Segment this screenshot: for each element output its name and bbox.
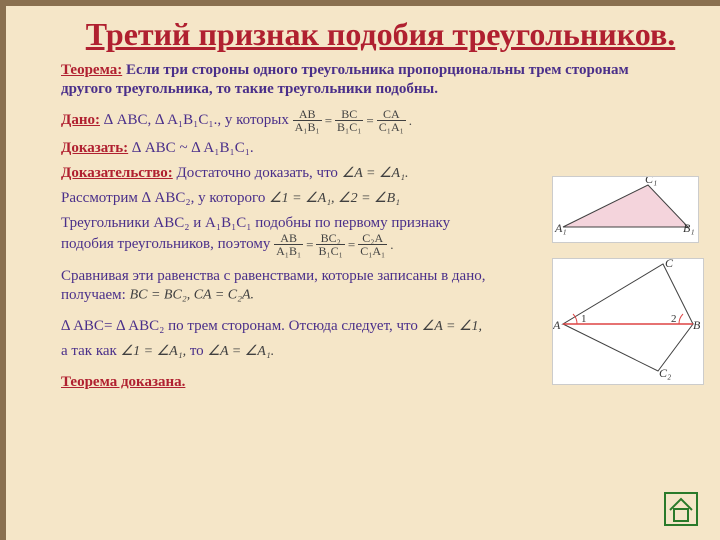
theorem-text: Если три стороны одного треугольника про… bbox=[61, 62, 629, 97]
figures-area: A₁ B₁ C₁ 1 2 A B C C₂ bbox=[552, 176, 702, 400]
proof-row-2: Рассмотрим ∆ ABC₂, у которого ∠1 = ∠A₁, … bbox=[61, 189, 531, 208]
conclude-math-2a: ∠1 = ∠A₁, bbox=[121, 344, 186, 359]
prove-row: Доказать: ∆ ABC ~ ∆ A₁B₁C₁. bbox=[61, 139, 700, 158]
figure-triangle-large: 1 2 A B C C₂ bbox=[552, 258, 704, 385]
conclude-text-1: ∆ ABC= ∆ ABC₂ по трем сторонам. Отсюда с… bbox=[61, 318, 422, 334]
svg-text:2: 2 bbox=[671, 313, 677, 325]
proof-math-1: ∠A = ∠A₁. bbox=[342, 166, 409, 181]
qed-label: Теорема доказана. bbox=[61, 374, 185, 390]
proof-row-3: Треугольники ABC₂ и A₁B₁C₁ подобны по пе… bbox=[61, 214, 531, 258]
home-button[interactable] bbox=[664, 492, 698, 526]
compare-math: BC = BC₂, CA = C₂A. bbox=[130, 288, 254, 303]
proof-text-1: Достаточно доказать, что bbox=[173, 165, 342, 181]
proof-ratio-2: ABA₁B₁=BC₂B₁C₁=C₂AC₁A₁. bbox=[274, 232, 396, 257]
conclude-math-2b: ∠A = ∠A₁. bbox=[207, 344, 274, 359]
svg-text:1: 1 bbox=[581, 313, 587, 325]
prove-label: Доказать: bbox=[61, 140, 128, 156]
prove-text: ∆ ABC ~ ∆ A₁B₁C₁. bbox=[128, 140, 254, 156]
conclude-math-1: ∠A = ∠1, bbox=[422, 319, 482, 334]
theorem-label: Теорема: bbox=[61, 62, 122, 78]
svg-text:B: B bbox=[693, 318, 701, 332]
proof-math-2: ∠1 = ∠A₁, ∠2 = ∠B₁ bbox=[269, 191, 400, 206]
svg-text:C₂: C₂ bbox=[659, 366, 671, 380]
proof-text-3b: подобия треугольников, поэтому bbox=[61, 236, 274, 252]
svg-text:B₁: B₁ bbox=[683, 221, 695, 235]
proof-text-2: Рассмотрим ∆ ABC₂, у которого bbox=[61, 190, 269, 206]
svg-text:A: A bbox=[552, 318, 561, 332]
svg-text:C: C bbox=[665, 258, 674, 270]
given-row: Дано: ∆ ABC, ∆ A₁B₁C₁., у которых ABA₁B₁… bbox=[61, 108, 661, 133]
figure-triangle-small: A₁ B₁ C₁ bbox=[552, 176, 699, 243]
compare-text: Сравнивая эти равенства с равенствами, к… bbox=[61, 268, 486, 303]
given-text: ∆ ABC, ∆ A₁B₁C₁., у которых bbox=[100, 112, 293, 128]
proof-row-1: Доказательство: Достаточно доказать, что… bbox=[61, 164, 531, 183]
compare-row: Сравнивая эти равенства с равенствами, к… bbox=[61, 267, 531, 305]
proof-text-3a: Треугольники ABC₂ и A₁B₁C₁ подобны по пе… bbox=[61, 215, 450, 231]
svg-text:C₁: C₁ bbox=[645, 176, 657, 186]
slide: Третий признак подобия треугольников. Те… bbox=[0, 0, 720, 540]
proof-label: Доказательство: bbox=[61, 165, 173, 181]
conclude-text-2a: а так как bbox=[61, 343, 121, 359]
given-label: Дано: bbox=[61, 112, 100, 128]
svg-text:A₁: A₁ bbox=[554, 221, 567, 235]
given-ratio: ABA₁B₁=BCB₁C₁=CAC₁A₁. bbox=[293, 108, 415, 133]
conclude-text-2b: то bbox=[186, 343, 207, 359]
theorem-row: Теорема: Если три стороны одного треугол… bbox=[61, 61, 661, 99]
home-icon bbox=[664, 492, 698, 526]
slide-title: Третий признак подобия треугольников. bbox=[61, 16, 700, 53]
